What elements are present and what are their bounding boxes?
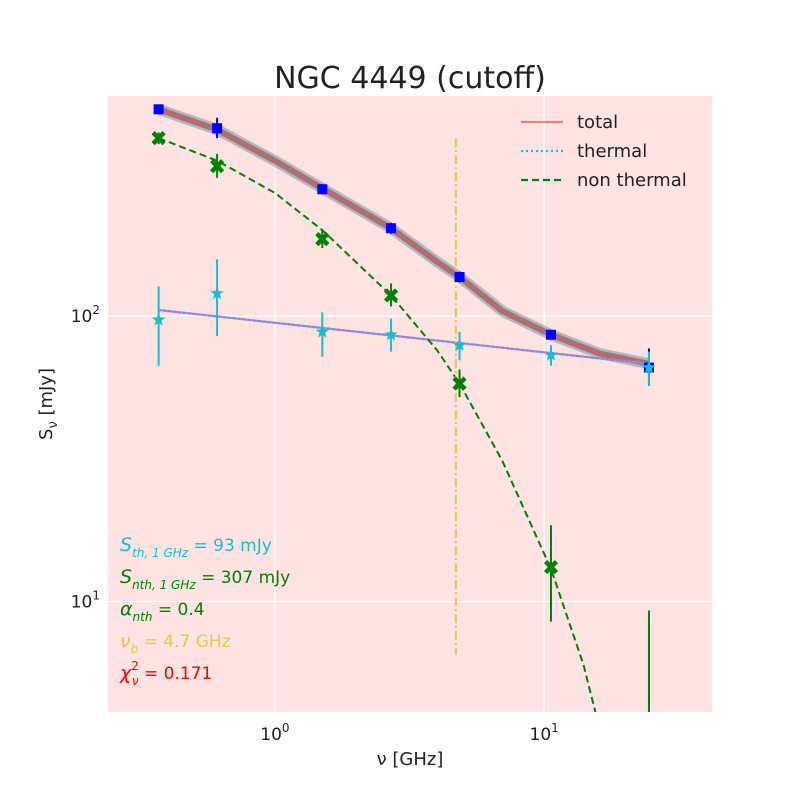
y-axis-label: Sν [mJy] (36, 368, 61, 440)
nonthermal-point (315, 232, 330, 247)
total-point (454, 272, 465, 283)
total-point (212, 123, 223, 134)
thermal-point (315, 324, 329, 338)
legend: total thermal non thermal (521, 112, 687, 191)
y-axis-ticks: 101 102 (71, 303, 100, 612)
thermal-point (152, 312, 166, 326)
legend-label: total (577, 112, 618, 133)
nonthermal-point (543, 559, 559, 575)
annotation: αnth = 0.4 (120, 598, 205, 624)
model-curves (156, 104, 651, 712)
y-tick-label: 101 (71, 588, 100, 612)
total-point (153, 104, 164, 115)
legend-label: thermal (577, 141, 647, 162)
total-model-line (158, 108, 650, 365)
annotation: Sth, 1 GHz = 93 mJy (120, 534, 272, 560)
annotation: χ2 ν = 0.171 (119, 659, 212, 688)
nonthermal-model-line (158, 137, 597, 712)
legend-label: non thermal (577, 170, 687, 191)
thermal-model-line (158, 309, 650, 365)
total-point (317, 184, 328, 195)
annotation: νb = 4.7 GHz (120, 630, 231, 656)
x-tick-label: 100 (260, 721, 289, 745)
nonthermal-point (151, 131, 166, 146)
thermal-point (544, 348, 558, 361)
data-points (151, 104, 656, 712)
x-axis-label: ν [GHz] (377, 749, 444, 770)
total-point (545, 329, 556, 340)
thermal-point (642, 360, 656, 374)
thermal-point (452, 338, 467, 351)
total-point (386, 223, 397, 234)
y-tick-label: 102 (71, 303, 100, 327)
thermal-point (384, 327, 398, 341)
fit-parameters: Sth, 1 GHz = 93 mJy Snth, 1 GHz = 307 mJy… (119, 534, 290, 688)
thermal-point (210, 286, 224, 300)
annotation: Snth, 1 GHz = 307 mJy (120, 566, 290, 592)
nonthermal-point (209, 159, 225, 174)
x-axis-ticks: 100 101 (260, 721, 559, 745)
nonthermal-point (383, 288, 399, 303)
chart-title: NGC 4449 (cutoff) (274, 61, 546, 96)
x-tick-label: 101 (530, 721, 559, 745)
nonthermal-point (452, 376, 467, 391)
plot-area (108, 96, 712, 712)
